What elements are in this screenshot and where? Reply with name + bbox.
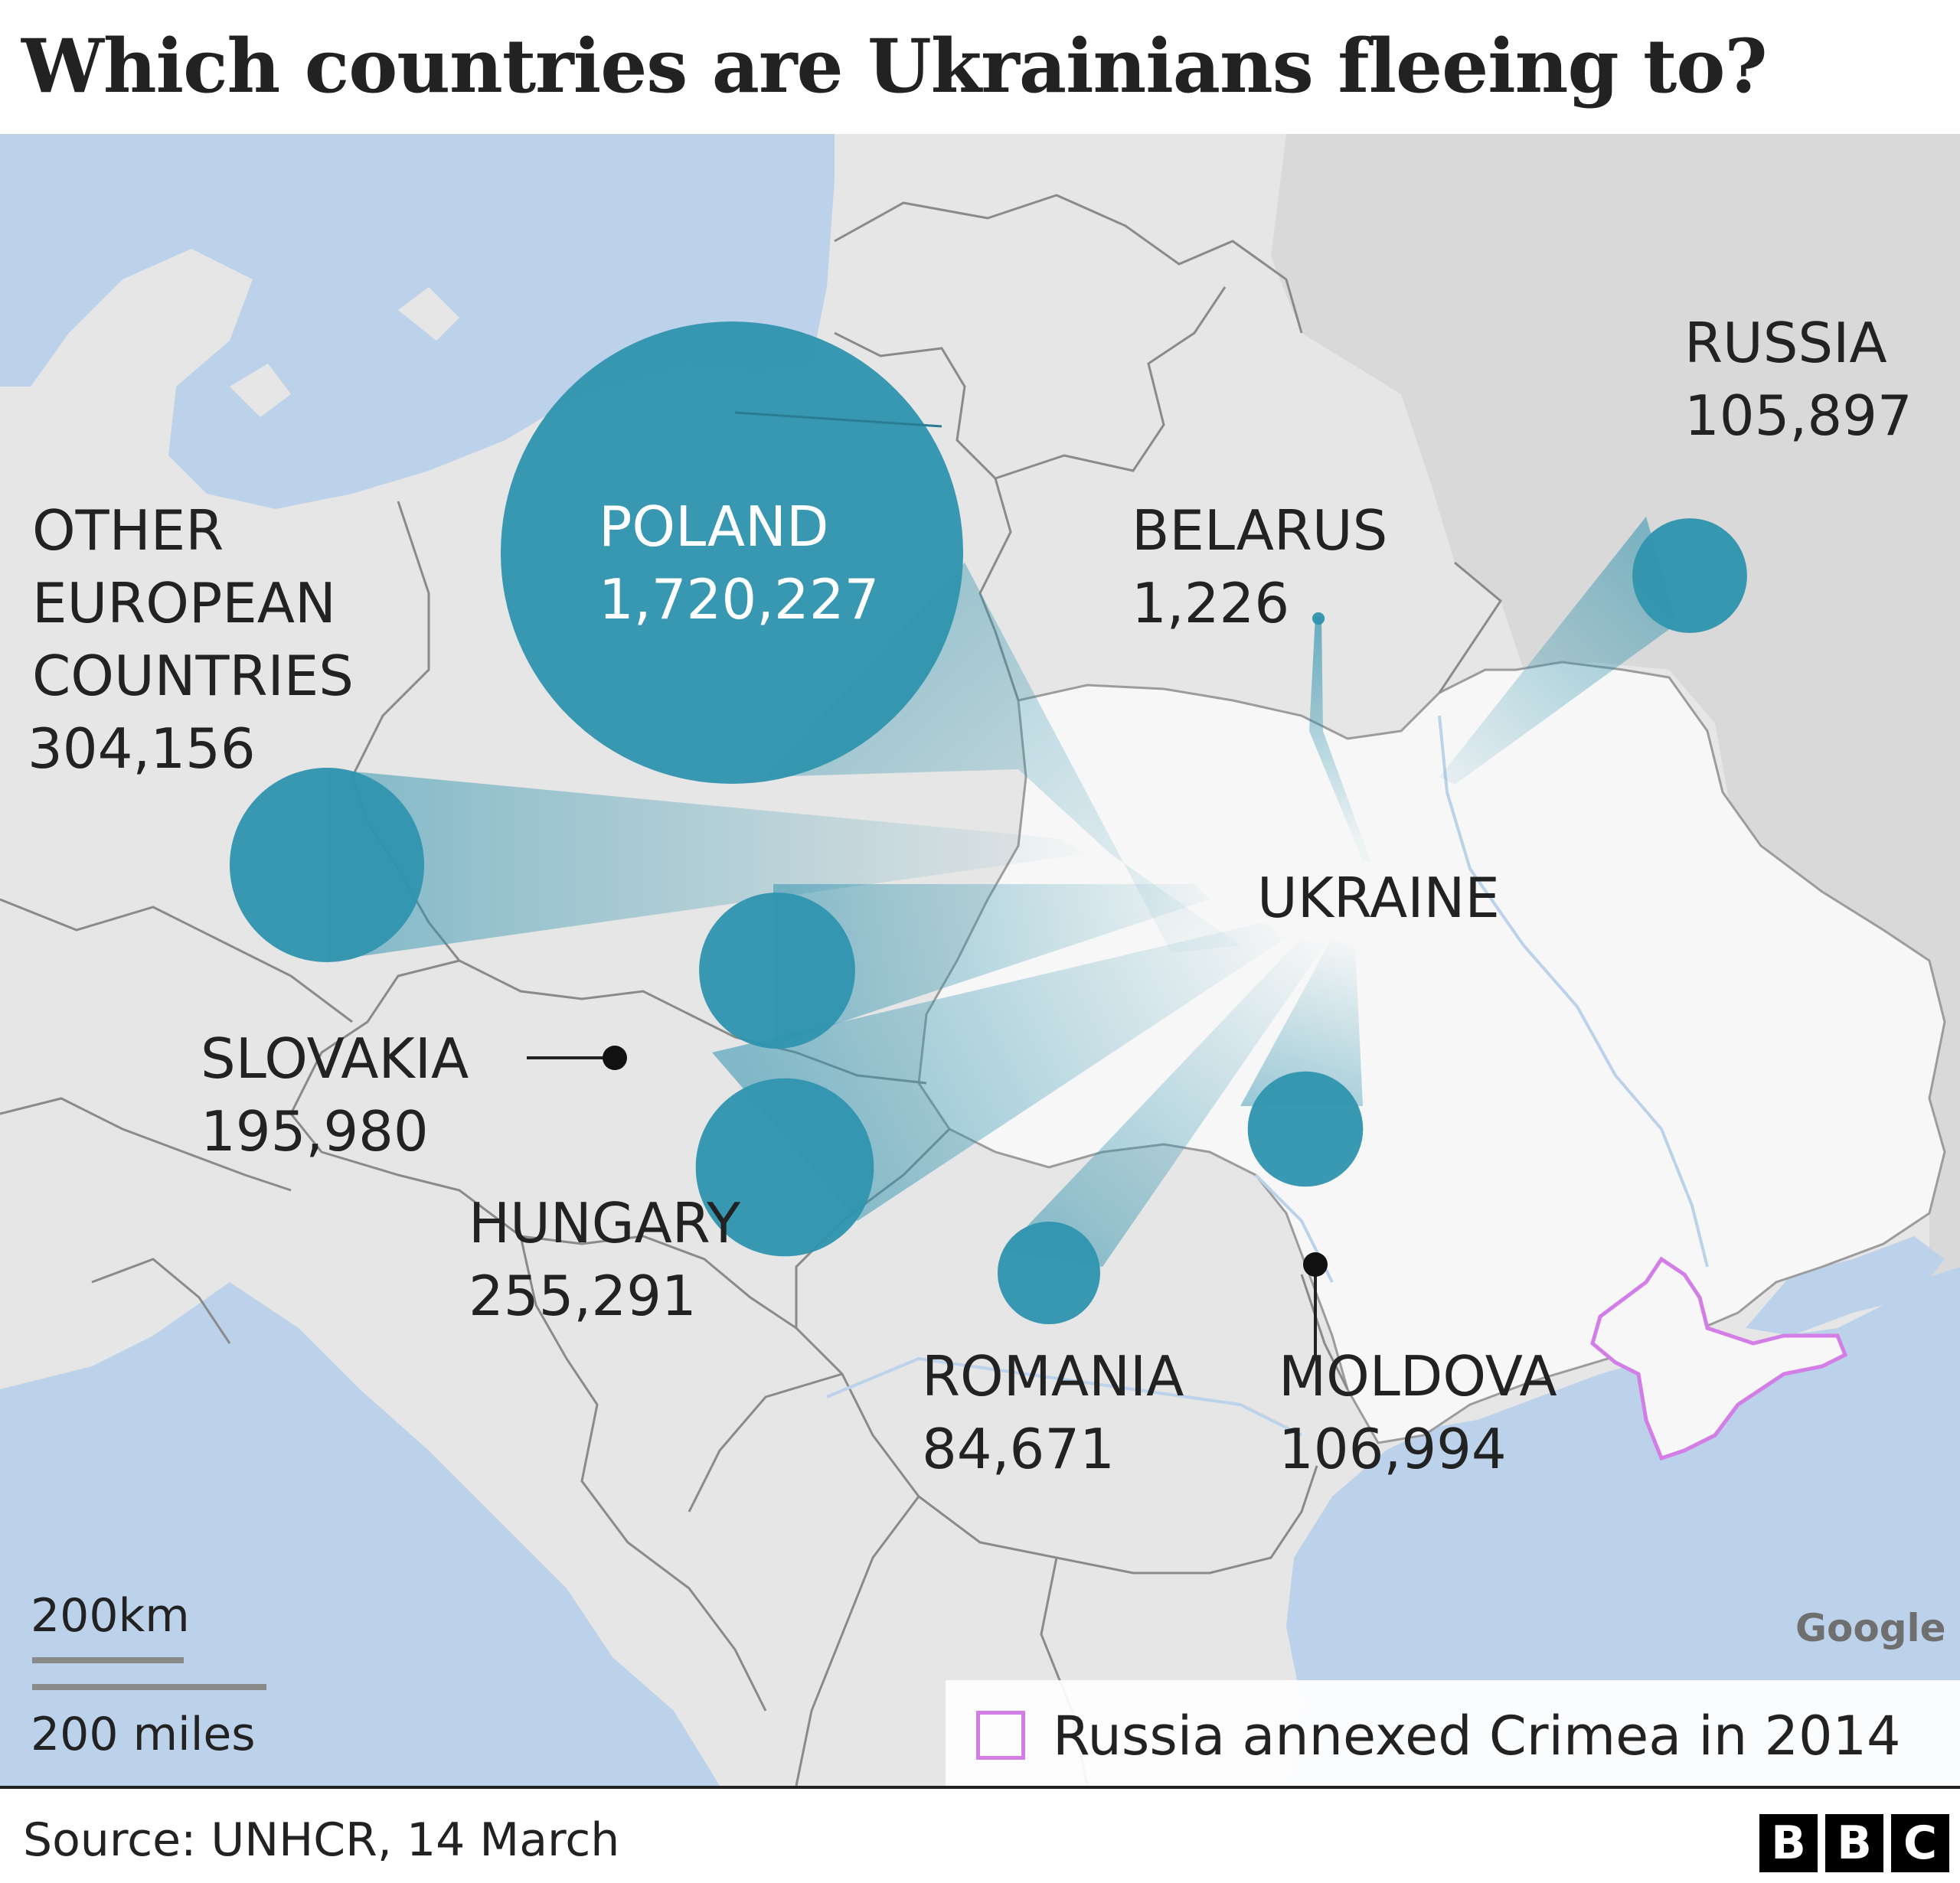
poland-leader-line — [734, 411, 942, 428]
label-ukraine: UKRAINE — [1257, 866, 1500, 930]
label-belarus-count: 1,226 — [1132, 571, 1290, 635]
label-other-line-3: COUNTRIES — [32, 644, 354, 708]
scale-label-km: 200km — [31, 1589, 190, 1643]
flow-belarus — [1309, 616, 1370, 861]
legend-text: Russia annexed Crimea in 2014 — [1053, 1705, 1901, 1767]
label-hungary-count: 255,291 — [469, 1264, 697, 1328]
bbc-logo: B B C — [1759, 1814, 1949, 1874]
label-slovakia-count: 195,980 — [201, 1099, 429, 1163]
leader-lines — [527, 411, 1317, 1359]
footer-divider — [0, 1786, 1960, 1789]
google-attribution: Google — [1795, 1606, 1946, 1650]
refugee-flow-map: POLAND 1,720,227 OTHER EUROPEAN COUNTRIE… — [0, 134, 1960, 1786]
source-note: Source: UNHCR, 14 March — [23, 1813, 620, 1867]
crimea-outline — [1590, 1256, 1848, 1461]
bubble-other-european-countries — [230, 768, 424, 962]
label-romania-count: 84,671 — [922, 1417, 1115, 1481]
flow-russia — [1439, 517, 1677, 785]
bubble-moldova — [1247, 1071, 1364, 1187]
bbc-logo-letter: B — [1759, 1814, 1818, 1872]
label-slovakia-name: SLOVAKIA — [201, 1026, 469, 1091]
bubble-poland — [501, 321, 963, 784]
bubble-belarus — [1312, 612, 1325, 625]
label-russia-name: RUSSIA — [1684, 311, 1887, 375]
label-other-count: 304,156 — [28, 716, 256, 781]
black-sea — [1286, 1267, 1960, 1786]
map-canvas — [0, 134, 1960, 1786]
scale-bar-km — [32, 1657, 184, 1663]
bubble-russia — [1632, 518, 1747, 633]
ukraine-region — [917, 661, 1946, 1444]
flow-other-european — [329, 769, 1087, 961]
bubble-hungary — [695, 1078, 874, 1257]
russia-region — [1271, 134, 1960, 1420]
label-poland-count: 1,720,227 — [599, 567, 880, 631]
label-hungary-name: HUNGARY — [469, 1191, 741, 1255]
page-title: Which countries are Ukrainians fleeing t… — [21, 23, 1768, 109]
bbc-logo-letter: C — [1891, 1814, 1949, 1872]
flow-moldova — [1240, 938, 1363, 1106]
label-moldova-name: MOLDOVA — [1279, 1344, 1557, 1408]
label-moldova-count: 106,994 — [1279, 1417, 1507, 1481]
islands — [61, 287, 459, 471]
bubbles — [230, 321, 1747, 1324]
label-poland-name: POLAND — [599, 494, 829, 559]
label-russia-count: 105,897 — [1684, 383, 1913, 448]
bbc-logo-letter: B — [1825, 1814, 1883, 1872]
scale-bars — [32, 1657, 266, 1690]
scale-label-miles: 200 miles — [31, 1708, 256, 1761]
refugee-flows — [329, 517, 1677, 1267]
slovakia-marker — [603, 1046, 627, 1070]
sea-of-azov — [1746, 1236, 1945, 1336]
label-other-line-1: OTHER — [32, 498, 224, 563]
label-other-line-2: EUROPEAN — [32, 571, 336, 635]
flow-slovakia — [773, 884, 1210, 1045]
flow-romania — [1003, 938, 1325, 1267]
legend-crimea-swatch — [976, 1711, 1025, 1760]
moldova-marker — [1303, 1252, 1328, 1277]
bubble-romania — [998, 1222, 1100, 1324]
legend: Russia annexed Crimea in 2014 — [946, 1680, 1960, 1786]
label-romania-name: ROMANIA — [922, 1344, 1184, 1408]
bubble-slovakia — [699, 893, 855, 1049]
label-belarus-name: BELARUS — [1132, 498, 1388, 563]
scale-bar-miles — [32, 1684, 266, 1690]
